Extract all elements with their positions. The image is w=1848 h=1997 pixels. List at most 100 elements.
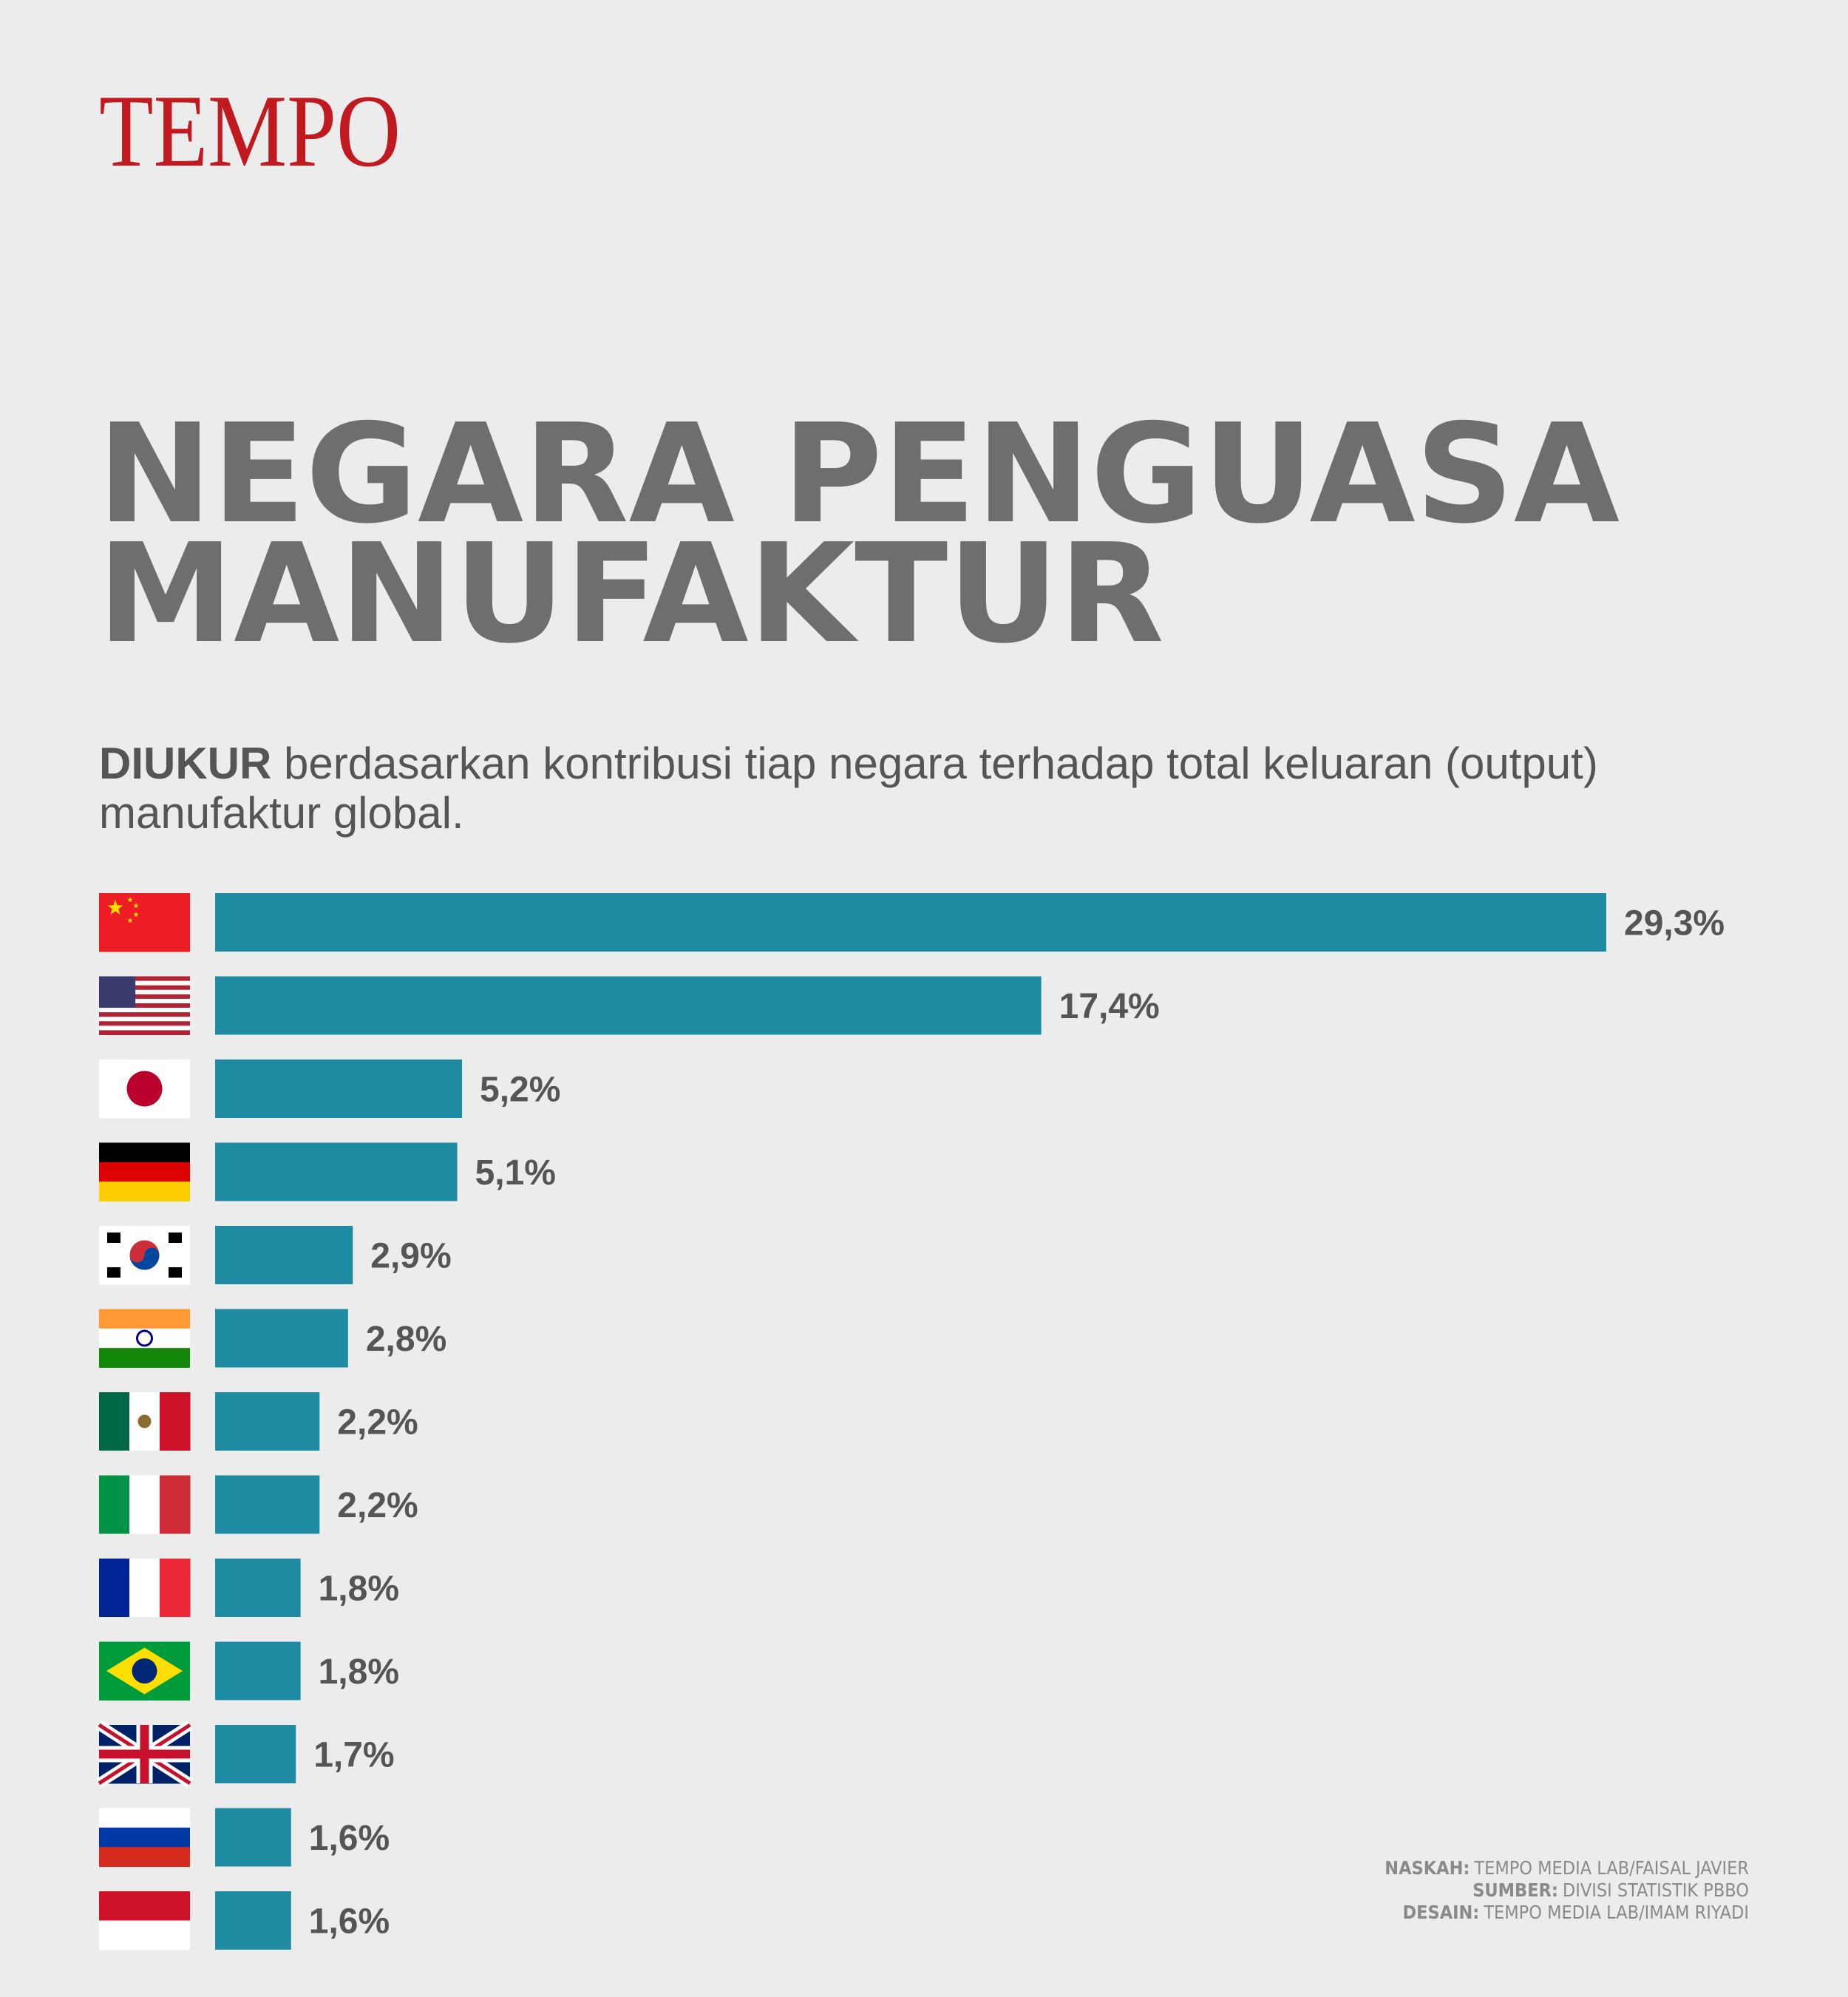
flag [99, 1226, 190, 1285]
credit: DESAIN: TEMPO MEDIA LAB/IMAM RIYADI [1402, 1902, 1749, 1923]
credit-text: DIVISI STATISTIK PBBO [1563, 1879, 1749, 1901]
bar [215, 1392, 320, 1451]
flag-band [99, 1392, 130, 1451]
flag-band [99, 998, 190, 1004]
value-label: 5,2% [480, 1071, 560, 1110]
value-label: 1,6% [309, 1819, 390, 1858]
value-label: 2,2% [337, 1403, 418, 1442]
flag [99, 1142, 190, 1201]
flag [99, 1891, 190, 1950]
logo: TEMPO [99, 74, 401, 189]
bar [215, 1142, 458, 1201]
bar [215, 1808, 291, 1867]
bar [215, 1059, 463, 1118]
flag-band [99, 1920, 190, 1950]
credit: NASKAH: TEMPO MEDIA LAB/FAISAL JAVIER [1385, 1857, 1749, 1879]
flag [99, 893, 190, 952]
flag-star [133, 912, 139, 918]
flag [99, 1559, 191, 1617]
value-label: 1,8% [319, 1570, 399, 1609]
flag-band [99, 994, 190, 1000]
value-label: 2,8% [366, 1320, 446, 1359]
flag-trigram [107, 1233, 120, 1243]
flag [99, 1808, 190, 1867]
flag [99, 1059, 190, 1119]
flag-band [99, 1808, 190, 1828]
flag [99, 1641, 190, 1701]
flag-disc [126, 1071, 163, 1107]
flag-band [99, 1847, 190, 1867]
bar [215, 976, 1042, 1035]
flag-trigram [169, 1267, 182, 1278]
flag-band [99, 976, 190, 982]
flag-band [99, 1827, 190, 1848]
value-label: 2,2% [337, 1486, 418, 1525]
flag-band [99, 1021, 190, 1026]
flag-emblem [137, 1414, 152, 1428]
flag-band [99, 893, 190, 952]
flag-band [99, 1181, 190, 1201]
value-label: 1,7% [313, 1736, 394, 1775]
credit-label: NASKAH: [1385, 1857, 1470, 1879]
bar [215, 1559, 301, 1617]
value-label: 1,8% [319, 1652, 399, 1692]
flag-band [160, 1475, 191, 1534]
flag-band [99, 1348, 190, 1368]
flag-band [99, 1309, 190, 1329]
bar [215, 1891, 291, 1950]
subtitle-text: berdasarkan kontribusi tiap negara terha… [99, 739, 1598, 838]
chart-title: NEGARA PENGUASA MANUFAKTUR [98, 394, 1620, 674]
flag-disc [129, 1247, 160, 1270]
flag-band [99, 1025, 190, 1031]
flag-band [99, 1008, 190, 1013]
credit-label: DESAIN: [1402, 1902, 1479, 1923]
credit-text: TEMPO MEDIA LAB/FAISAL JAVIER [1473, 1857, 1749, 1879]
bar [215, 1641, 301, 1701]
value-label: 29,3% [1624, 904, 1725, 943]
value-label: 2,9% [370, 1237, 451, 1276]
flag-band [160, 1392, 191, 1451]
flag-star [127, 897, 133, 903]
flag-band [99, 980, 190, 986]
value-label: 5,1% [475, 1153, 556, 1193]
flag [99, 1392, 191, 1451]
flag [96, 1720, 193, 1788]
flag-band [99, 1162, 190, 1182]
flag-band [99, 989, 190, 995]
credit: SUMBER: DIVISI STATISTIK PBBO [1472, 1879, 1749, 1901]
bar [215, 1226, 353, 1284]
bar [215, 1475, 320, 1534]
flag-band [99, 985, 190, 991]
value-label: 1,6% [309, 1902, 390, 1942]
flag-canton [99, 976, 136, 1008]
flag-band [99, 1891, 190, 1921]
flag-band [99, 1559, 130, 1617]
value-label: 17,4% [1059, 987, 1160, 1026]
flag-star [127, 918, 133, 923]
flag-band [129, 1475, 160, 1534]
flag-chakra [136, 1329, 153, 1347]
flag-trigram [169, 1233, 182, 1243]
flag-trigram [107, 1267, 120, 1278]
flag-band [99, 1142, 190, 1163]
flag-disc [132, 1658, 157, 1684]
flag-band [99, 1012, 190, 1017]
flag-band [99, 1017, 190, 1022]
bar [215, 893, 1606, 952]
bar [215, 1309, 348, 1368]
subtitle: DIUKUR berdasarkan kontribusi tiap negar… [99, 739, 1725, 838]
flag [99, 976, 190, 1035]
credit-label: SUMBER: [1472, 1879, 1558, 1901]
flag-band [99, 1030, 190, 1035]
flag [99, 1309, 190, 1368]
flag-cross [99, 1725, 190, 1783]
flag-star [107, 900, 123, 915]
flag-band [129, 1559, 160, 1617]
credit-text: TEMPO MEDIA LAB/IMAM RIYADI [1483, 1902, 1749, 1923]
flag-band [160, 1559, 191, 1617]
bar [215, 1725, 296, 1783]
flag-star [133, 903, 139, 909]
flag [99, 1475, 191, 1534]
